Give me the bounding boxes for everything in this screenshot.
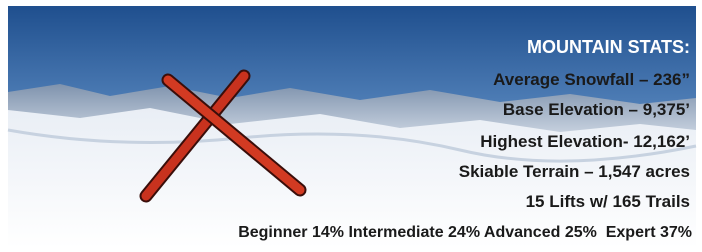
page: MOUNTAIN STATS: Average Snowfall – 236” … bbox=[0, 0, 702, 252]
stat: Average Snowfall – 236” bbox=[493, 70, 690, 89]
difficulty-breakdown: Beginner 14% Intermediate 24% Advanced 2… bbox=[238, 224, 692, 241]
stat: Skiable Terrain – 1,547 acres bbox=[459, 162, 690, 181]
stat: Base Elevation – 9,375’ bbox=[503, 100, 690, 119]
stat: Highest Elevation- 12,162’ bbox=[480, 132, 690, 151]
heading: MOUNTAIN STATS: bbox=[527, 37, 690, 57]
stat: 15 Lifts w/ 165 Trails bbox=[526, 192, 690, 211]
slide: MOUNTAIN STATS: Average Snowfall – 236” … bbox=[0, 0, 702, 252]
